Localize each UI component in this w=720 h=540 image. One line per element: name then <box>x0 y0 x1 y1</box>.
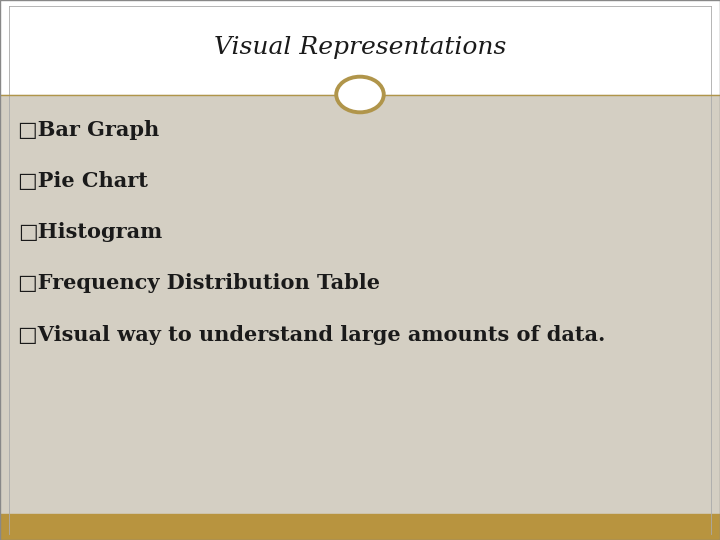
Bar <box>0 94 720 514</box>
Circle shape <box>336 77 384 112</box>
Text: □Bar Graph: □Bar Graph <box>18 119 159 140</box>
Bar <box>0 514 720 540</box>
Text: Visual Representations: Visual Representations <box>214 36 506 59</box>
Text: □Frequency Distribution Table: □Frequency Distribution Table <box>18 273 380 294</box>
Text: □Pie Chart: □Pie Chart <box>18 171 148 191</box>
Text: □Visual way to understand large amounts of data.: □Visual way to understand large amounts … <box>18 325 606 345</box>
Bar <box>0 0 720 94</box>
Text: □Histogram: □Histogram <box>18 222 162 242</box>
